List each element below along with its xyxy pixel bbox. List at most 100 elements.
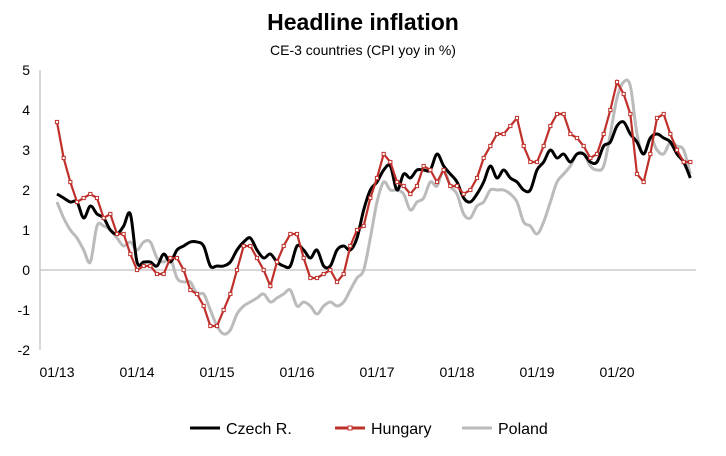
y-tick-label: 2 [22, 182, 30, 198]
axes: -2 -1 0 1 2 3 4 5 01/13 01/14 01/15 01/16 01/17 01/18… [18, 62, 696, 380]
data-point-hungary [128, 251, 133, 257]
data-point-hungary [161, 271, 166, 277]
x-tick-label: 01/19 [519, 364, 554, 380]
chart-subtitle: CE-3 countries (CPI yoy in %) [270, 42, 456, 58]
data-point-hungary [214, 323, 220, 329]
data-point-hungary [408, 191, 413, 197]
data-point-hungary [148, 263, 153, 269]
data-point-hungary [354, 227, 360, 233]
data-point-hungary [181, 267, 186, 273]
data-point-hungary [568, 131, 573, 137]
data-point-hungary [168, 255, 173, 261]
data-point-hungary [468, 187, 473, 193]
x-tick-label: 01/14 [119, 364, 154, 380]
data-point-hungary [228, 291, 233, 297]
data-point-hungary [294, 231, 300, 237]
y-tick-label: 3 [22, 142, 30, 158]
data-point-hungary [361, 223, 366, 229]
data-point-hungary [368, 195, 373, 201]
x-tick-label: 01/20 [599, 364, 634, 380]
data-point-hungary [268, 283, 273, 289]
data-point-hungary [374, 175, 380, 181]
data-point-hungary [661, 111, 666, 117]
y-tick-label: 1 [22, 222, 30, 238]
data-point-hungary [461, 191, 466, 197]
data-point-hungary [554, 111, 560, 117]
data-point-hungary [81, 195, 86, 201]
data-point-hungary [248, 243, 253, 249]
legend-marker-hungary [347, 425, 353, 431]
data-point-hungary [194, 291, 200, 297]
data-point-hungary [174, 255, 180, 261]
data-point-hungary [74, 199, 80, 205]
data-point-hungary [134, 267, 140, 273]
data-point-hungary [514, 115, 520, 121]
data-point-hungary [601, 131, 606, 137]
data-point-hungary [281, 243, 286, 249]
data-point-hungary [288, 231, 293, 237]
legend-label-hungary: Hungary [371, 421, 431, 438]
y-tick-label: -1 [18, 302, 31, 318]
data-point-hungary [414, 183, 420, 189]
data-point-hungary [448, 183, 453, 189]
data-point-hungary [54, 119, 60, 125]
data-point-hungary [334, 279, 340, 285]
series-line-poland [55, 78, 692, 336]
x-tick-label: 01/18 [439, 364, 474, 380]
data-point-hungary [434, 179, 440, 185]
y-tick-label: 5 [22, 62, 30, 78]
x-tick-label: 01/15 [199, 364, 234, 380]
data-point-hungary [108, 211, 113, 217]
data-point-hungary [141, 263, 146, 269]
data-point-hungary [594, 151, 600, 157]
data-point-hungary [541, 143, 546, 149]
data-point-hungary [561, 111, 566, 117]
data-point-hungary [241, 243, 246, 249]
data-point-hungary [314, 275, 320, 281]
data-point-hungary [528, 159, 533, 165]
data-point-hungary [328, 267, 333, 273]
data-point-hungary [674, 147, 680, 153]
data-point-hungary [394, 179, 400, 185]
y-tick-label: 0 [22, 262, 30, 278]
data-point-hungary [428, 167, 433, 173]
data-point-hungary [634, 171, 640, 177]
data-point-hungary [614, 79, 620, 85]
data-point-hungary [654, 115, 660, 121]
data-point-hungary [454, 183, 460, 189]
legend-label-poland: Poland [498, 421, 548, 438]
data-point-hungary [621, 91, 626, 97]
data-point-hungary [668, 131, 673, 137]
data-point-hungary [628, 111, 633, 117]
data-point-hungary [68, 179, 73, 185]
data-point-hungary [508, 123, 513, 129]
data-point-hungary [348, 243, 353, 249]
data-point-hungary [88, 191, 93, 197]
data-point-hungary [481, 155, 486, 161]
data-point-hungary [61, 155, 66, 161]
data-point-hungary [608, 107, 613, 113]
data-point-hungary [114, 231, 120, 237]
data-point-hungary [534, 159, 540, 165]
data-point-hungary [588, 155, 593, 161]
data-point-hungary [421, 163, 426, 169]
data-point-hungary [381, 151, 386, 157]
data-point-hungary [308, 275, 313, 281]
data-point-hungary [221, 307, 226, 313]
data-point-hungary [474, 175, 480, 181]
series-group [54, 78, 693, 336]
data-point-hungary [688, 159, 693, 165]
data-point-hungary [488, 143, 493, 149]
data-point-hungary [641, 179, 646, 185]
x-tick-label: 01/17 [359, 364, 394, 380]
data-point-hungary [274, 259, 280, 265]
data-point-hungary [94, 195, 100, 201]
data-point-hungary [321, 271, 326, 277]
data-point-hungary [154, 271, 160, 277]
data-point-hungary [261, 267, 266, 273]
data-point-hungary [441, 167, 446, 173]
data-point-hungary [548, 123, 553, 129]
data-point-hungary [121, 231, 126, 237]
data-point-hungary [401, 183, 406, 189]
